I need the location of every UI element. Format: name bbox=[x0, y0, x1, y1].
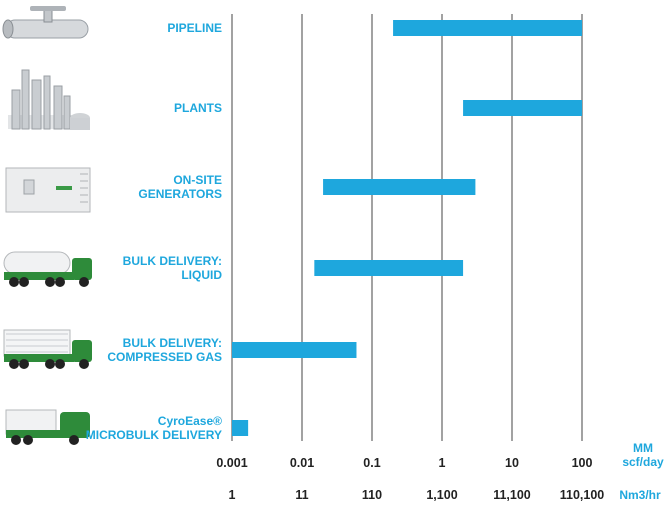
grid-lines bbox=[231, 14, 583, 441]
tanker-truck-icon bbox=[3, 251, 92, 287]
x-unit-label-secondary: Nm3/hr bbox=[619, 488, 661, 502]
range-bar bbox=[463, 100, 582, 116]
category-label: BULK DELIVERY: bbox=[123, 254, 222, 268]
pipeline-valve-icon bbox=[2, 6, 89, 39]
x-tick-label: 10 bbox=[505, 456, 519, 470]
range-bar bbox=[323, 179, 476, 195]
range-bar bbox=[393, 20, 582, 36]
microbulk-truck-icon bbox=[5, 409, 90, 445]
range-bars bbox=[232, 20, 582, 436]
x-tick-label-secondary: 1 bbox=[229, 488, 236, 502]
x-tick-label: 0.001 bbox=[216, 456, 247, 470]
category-label: BULK DELIVERY: bbox=[123, 336, 222, 350]
x-unit-label-primary: scf/day bbox=[622, 455, 664, 469]
x-tick-label: 100 bbox=[572, 456, 593, 470]
category-label: LIQUID bbox=[181, 268, 222, 282]
category-label: PIPELINE bbox=[167, 21, 222, 35]
category-label: ON-SITE bbox=[173, 173, 222, 187]
range-bar bbox=[232, 342, 357, 358]
category-icons bbox=[2, 6, 92, 445]
category-label: GENERATORS bbox=[138, 187, 222, 201]
x-tick-label-secondary: 1,100 bbox=[426, 488, 457, 502]
x-tick-label: 1 bbox=[439, 456, 446, 470]
tube-trailer-truck-icon bbox=[3, 329, 92, 369]
x-tick-label-secondary: 110 bbox=[362, 488, 382, 502]
category-label: MICROBULK DELIVERY bbox=[86, 428, 222, 442]
x-tick-label-secondary: 11,100 bbox=[493, 488, 531, 502]
x-unit-label-primary: MM bbox=[633, 441, 653, 455]
x-tick-label-secondary: 11 bbox=[295, 488, 308, 502]
category-label: PLANTS bbox=[174, 101, 222, 115]
range-bar bbox=[232, 420, 249, 436]
generator-container-icon bbox=[5, 167, 91, 213]
x-tick-label-secondary: 110,100 bbox=[560, 488, 605, 502]
category-label: COMPRESSED GAS bbox=[107, 350, 222, 364]
range-bar bbox=[314, 260, 464, 276]
x-tick-label: 0.1 bbox=[363, 456, 380, 470]
industrial-plant-icon bbox=[8, 69, 90, 130]
x-tick-label: 0.01 bbox=[290, 456, 314, 470]
category-label: CyroEase® bbox=[158, 414, 222, 428]
